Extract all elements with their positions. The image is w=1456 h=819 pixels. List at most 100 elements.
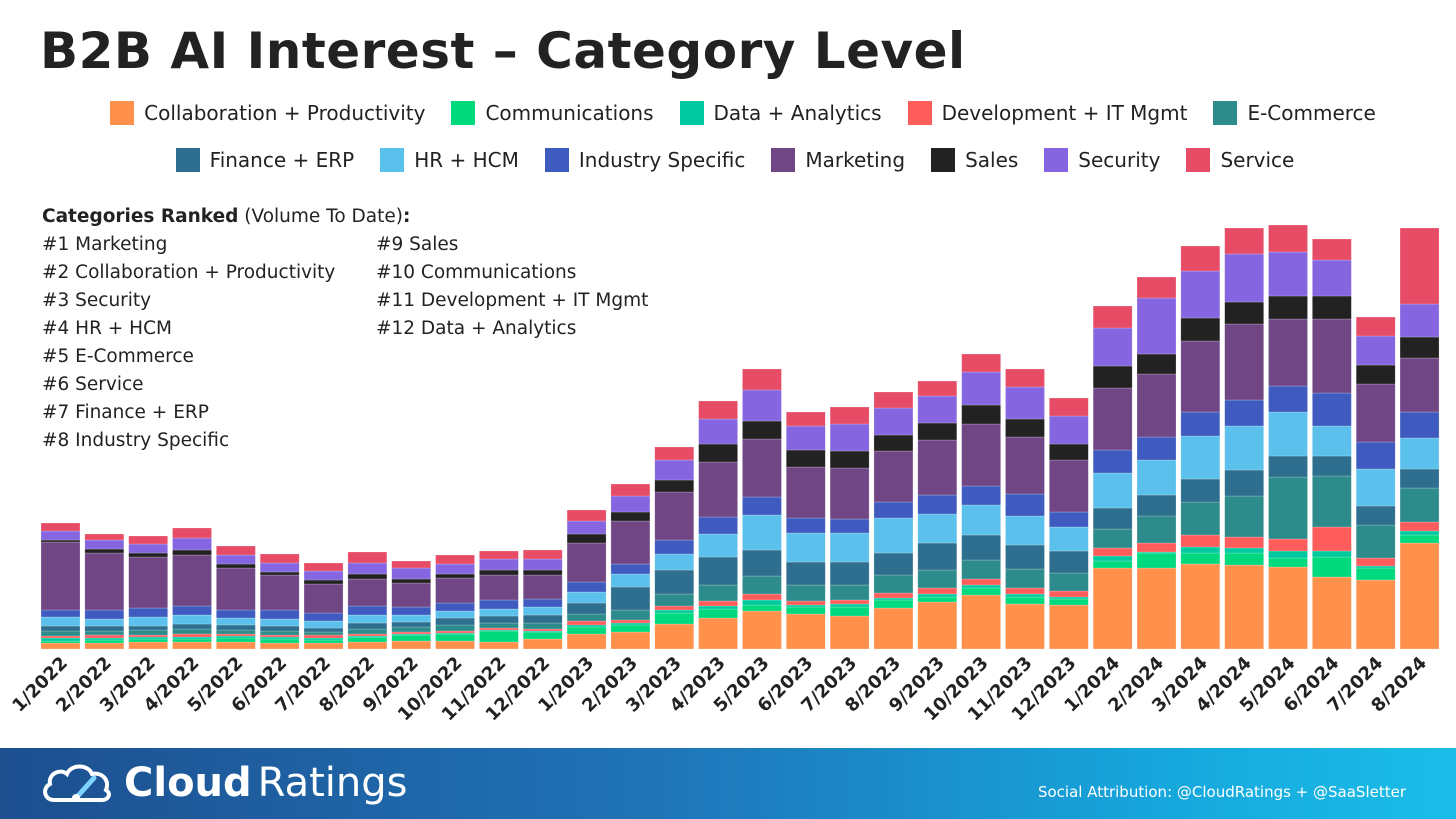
bar-segment [961, 534, 1001, 561]
bar-segment [259, 553, 300, 564]
bar-segment [479, 641, 519, 650]
bar-segment [259, 562, 300, 573]
bar-segment [259, 638, 300, 644]
ranking-item: #1 Marketing [42, 234, 168, 255]
bar-segment [873, 434, 914, 452]
bar-segment [391, 640, 432, 650]
bar-segment [566, 581, 607, 593]
bar-segment [172, 638, 212, 643]
legend-swatch [380, 148, 405, 172]
bar-segment [1180, 552, 1221, 565]
bar-segment [1224, 301, 1264, 325]
bar-segment [1399, 336, 1440, 359]
bar-segment [1268, 455, 1308, 478]
bar-segment [698, 533, 738, 558]
logo-text-bold: Cloud [124, 760, 252, 806]
legend-label: Development + IT Mgmt [941, 101, 1188, 125]
bar-segment [1092, 305, 1133, 329]
bar-segment [566, 620, 607, 626]
bar-segment [1355, 524, 1396, 559]
bar-segment [654, 491, 695, 541]
bar-segment [435, 577, 475, 604]
legend-swatch [1044, 148, 1069, 172]
bar-segment [829, 603, 870, 608]
bar-segment [1312, 295, 1352, 320]
bar-segment [654, 479, 695, 493]
bar-segment [40, 541, 81, 611]
bar-segment [742, 496, 782, 516]
ranking-heading-note: (Volume To Date) [238, 206, 403, 227]
bar-segment [347, 578, 388, 607]
bar-segment [391, 621, 432, 628]
bar-segment [1355, 579, 1396, 650]
bar-segment [1355, 316, 1396, 337]
bar-segment [1092, 472, 1133, 509]
legend-item: Service [1186, 148, 1294, 172]
bar-segment [1049, 397, 1089, 417]
bar-segment [1224, 552, 1264, 566]
legend-swatch [771, 148, 796, 172]
bar-segment [1049, 526, 1089, 552]
bar-segment [84, 634, 125, 639]
bar-segment [84, 642, 125, 650]
bar-segment [785, 584, 826, 602]
bar-segment [347, 573, 388, 580]
social-attribution: Social Attribution: @CloudRatings + @Saa… [1037, 783, 1406, 801]
bar-segment [522, 622, 563, 630]
bar-segment [654, 553, 695, 571]
bar-segment [610, 624, 651, 633]
bar-segment [1049, 443, 1089, 461]
bar-segment [172, 628, 212, 635]
ranking-item: #10 Communications [376, 262, 577, 283]
ranking-item: #5 E-Commerce [42, 346, 194, 367]
bar-stack [1312, 238, 1352, 650]
bar-segment [435, 573, 475, 579]
bar-segment [216, 567, 256, 611]
legend-swatch [175, 148, 200, 172]
bar-stack [1355, 316, 1396, 650]
bar-stack [259, 553, 300, 650]
bar-segment [1312, 526, 1352, 552]
bar-segment [172, 633, 212, 638]
bar-segment [1005, 544, 1045, 570]
bar-segment [1180, 546, 1221, 554]
bar-segment [873, 501, 914, 519]
bar-segment [1092, 560, 1133, 569]
bar-segment [1399, 468, 1440, 489]
legend-label: Communications [485, 101, 654, 125]
bar-stack [435, 554, 475, 650]
bar-segment [1312, 238, 1352, 261]
bar-segment [566, 613, 607, 622]
bar-segment [479, 574, 519, 601]
bar-stack [347, 551, 388, 650]
bar-segment [216, 641, 256, 650]
bar-segment [479, 608, 519, 617]
bar-segment [1355, 364, 1396, 385]
bar-segment [1268, 318, 1308, 387]
bar-segment [742, 610, 782, 650]
bar-segment [917, 593, 958, 598]
bar-segment [479, 550, 519, 560]
bar-segment [610, 495, 651, 513]
bar-segment [1049, 590, 1089, 598]
bar-segment [1136, 515, 1177, 544]
bar-segment [1092, 507, 1133, 530]
bar-segment [1136, 552, 1177, 569]
bar-segment [1268, 476, 1308, 540]
legend-swatch [931, 148, 956, 172]
bar-segment [303, 639, 344, 644]
bar-segment [128, 625, 168, 631]
bar-segment [698, 516, 738, 535]
bar-segment [259, 609, 300, 620]
bar-segment [1180, 501, 1221, 536]
ranking-heading: Categories Ranked (Volume To Date): [42, 203, 410, 231]
bar-segment [1355, 557, 1396, 567]
bar-segment [1399, 357, 1440, 413]
bar-segment [566, 533, 607, 544]
bar-segment [1136, 494, 1177, 517]
bar-segment [1005, 603, 1045, 650]
bar-segment [1312, 259, 1352, 297]
bar-segment [84, 552, 125, 611]
bar-segment [917, 542, 958, 571]
bar-segment [1268, 550, 1308, 559]
